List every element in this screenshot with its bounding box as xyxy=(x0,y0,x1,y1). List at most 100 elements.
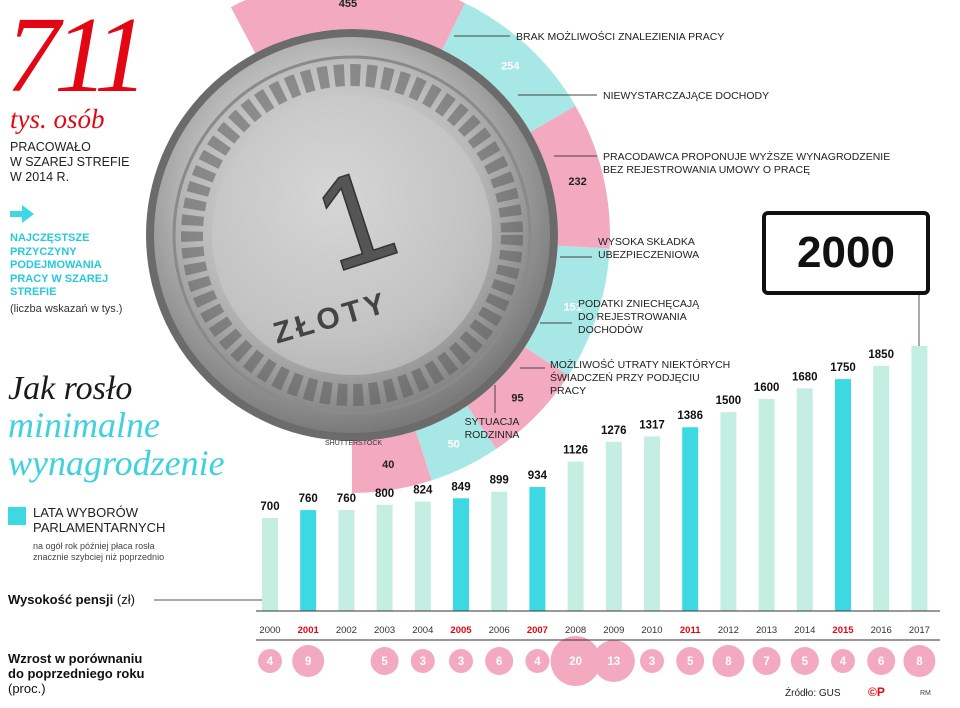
year-label: 2009 xyxy=(603,625,624,636)
reason-label: RODZINNA xyxy=(465,429,520,441)
growth-circles: 4 9 5 3 3 6 4 20 13 3 5 8 7 5 4 6 8 xyxy=(258,636,936,686)
reason-label: ŚWIADCZEŃ PRZY PODJĘCIU xyxy=(550,371,700,384)
reasons-labels: BRAK MOŻLIWOŚCI ZNALEZIENIA PRACY NIEWYST… xyxy=(465,30,891,441)
header-line: W 2014 R. xyxy=(10,170,70,184)
year-labels: 2000 2001 2002 2003 2004 2005 2006 2007 2008 2009… xyxy=(259,625,930,636)
salary-bar xyxy=(682,427,699,611)
reason-value: 95 xyxy=(511,393,523,405)
salary-bar xyxy=(376,504,393,611)
salary-bar xyxy=(529,487,546,611)
reason-label: PRACODAWCA PROPONUJE WYŻSZE WYNAGRODZENI… xyxy=(603,150,890,163)
growth-circle xyxy=(592,640,635,682)
bar-value-label: 1386 xyxy=(677,410,703,422)
salary-bar xyxy=(567,461,584,611)
arrow-right-icon xyxy=(10,205,34,223)
coin-center xyxy=(212,95,492,375)
year-label: 2002 xyxy=(336,625,357,636)
legend-swatch xyxy=(8,507,26,525)
year-label: 2017 xyxy=(909,625,930,636)
year-label: 2011 xyxy=(680,625,701,636)
reason-label: WYSOKA SKŁADKA xyxy=(598,236,695,248)
growth-value: 3 xyxy=(420,656,426,668)
reason-value: 50 xyxy=(448,439,460,451)
growth-title-line: do poprzedniego roku xyxy=(8,666,145,681)
reason-label: BRAK MOŻLIWOŚCI ZNALEZIENIA PRACY xyxy=(516,30,724,43)
salary-bar xyxy=(796,388,813,611)
growth-circle xyxy=(676,647,705,675)
year-label: 2005 xyxy=(450,625,472,636)
year-label: 2014 xyxy=(794,625,815,636)
growth-value: 6 xyxy=(496,656,502,668)
reasons-title-line: STREFIE xyxy=(10,286,57,298)
bar-value-label: 1126 xyxy=(563,445,588,457)
salary-bar xyxy=(414,501,431,611)
reason-label: DO REJESTROWANIA xyxy=(578,311,687,323)
salary-bar xyxy=(262,518,278,611)
year-label: 2004 xyxy=(412,625,433,636)
unit-label: tys. osób xyxy=(10,104,105,134)
salary-bar xyxy=(644,436,660,611)
chart-title-line2: minimalne xyxy=(8,405,160,445)
reason-value: 455 xyxy=(339,0,357,10)
growth-value: 13 xyxy=(607,656,620,668)
reason-label: NIEWYSTARCZAJĄCE DOCHODY xyxy=(603,90,769,102)
year-label: 2016 xyxy=(871,625,892,636)
growth-circle xyxy=(370,647,399,675)
bar-value-label: 1680 xyxy=(792,371,818,383)
header-description: PRACOWAŁO W SZAREJ STREFIE W 2014 R. xyxy=(10,140,129,185)
bar-value-label: 824 xyxy=(413,485,433,497)
header-line: W SZAREJ STREFIE xyxy=(10,155,130,169)
big-number: 711 xyxy=(6,0,148,115)
salary-bar xyxy=(453,498,469,611)
coin-image: 1 ZŁOTY xyxy=(146,29,558,441)
reason-label: PODATKI ZNIECHĘCAJĄ xyxy=(578,298,700,310)
growth-value: 20 xyxy=(569,656,582,668)
bar-value-label: 1750 xyxy=(830,362,856,374)
legend-label: LATA WYBORÓW PARLAMENTARNYCH xyxy=(33,505,165,535)
reasons-title: NAJCZĘSTSZE PRZYCZYNY PODEJMOWANIA PRACY… xyxy=(10,232,108,300)
bar-value-label: 700 xyxy=(260,501,279,513)
bar-value-label: 1500 xyxy=(716,395,742,407)
reason-value: 254 xyxy=(501,60,520,72)
year-label: 2008 xyxy=(565,625,586,636)
legend-label-line: PARLAMENTARNYCH xyxy=(33,520,166,535)
reasons-title-line: NAJCZĘSTSZE xyxy=(10,232,90,244)
reason-segment xyxy=(467,347,569,449)
reason-label: PRACY xyxy=(550,385,586,397)
salary-bar xyxy=(491,491,508,611)
growth-circle xyxy=(752,647,781,675)
growth-circle xyxy=(410,649,435,673)
chart-title-line1: Jak rosło xyxy=(8,370,133,407)
growth-circle xyxy=(258,649,282,673)
reason-value: 232 xyxy=(568,176,586,188)
image-credit: SHUTTERSTOCK xyxy=(325,440,383,447)
growth-circle xyxy=(525,649,550,673)
salary-bar xyxy=(873,365,890,611)
growth-value: 3 xyxy=(649,656,655,668)
salary-bar xyxy=(911,346,928,611)
reason-segment xyxy=(352,430,432,493)
bar-value-label: 1600 xyxy=(754,382,780,394)
reason-label: SYTUACJA xyxy=(465,416,520,428)
reason-label: MOŻLIWOŚĆ UTRATY NIEKTÓRYCH xyxy=(550,358,730,371)
reason-segment xyxy=(530,106,611,249)
growth-value: 4 xyxy=(840,656,847,668)
bar-value-label: 1317 xyxy=(639,419,665,431)
growth-circle xyxy=(790,647,819,675)
growth-circle xyxy=(712,645,745,677)
legend-note-line: znacznie szybciej niż poprzednio xyxy=(33,552,165,562)
reasons-leaders xyxy=(454,35,597,413)
reason-label: BEZ REJESTROWANIA UMOWY O PRACĘ xyxy=(603,164,810,176)
reasons-title-line: PODEJMOWANIA xyxy=(10,259,102,271)
salary-bar xyxy=(720,412,737,611)
header-line: PRACOWAŁO xyxy=(10,140,91,154)
brand-logo: ©P xyxy=(868,685,885,699)
source-note: Źródło: GUS xyxy=(785,688,841,699)
salary-bar xyxy=(605,441,622,611)
growth-value: 9 xyxy=(305,656,311,668)
bar-value-label: 849 xyxy=(451,481,470,493)
year-label: 2006 xyxy=(489,625,510,636)
salary-bar xyxy=(758,398,775,611)
growth-circle xyxy=(903,645,936,677)
